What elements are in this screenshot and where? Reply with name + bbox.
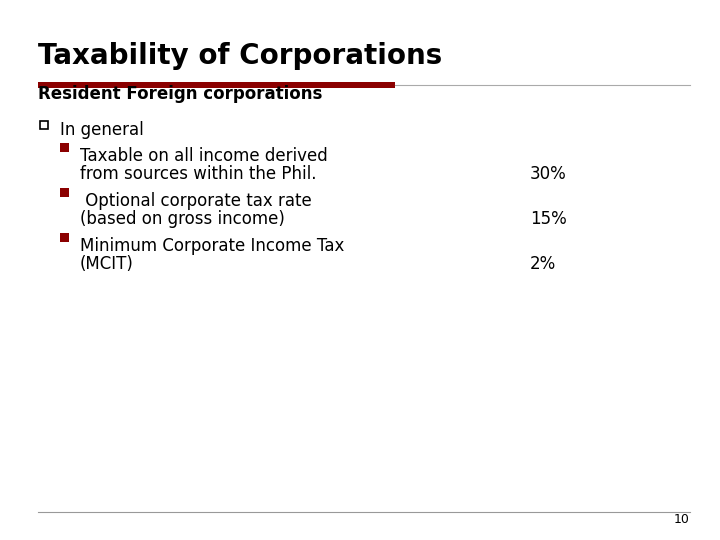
Text: Taxable on all income derived: Taxable on all income derived — [80, 147, 328, 165]
Text: Taxability of Corporations: Taxability of Corporations — [38, 42, 442, 70]
Text: 15%: 15% — [530, 210, 567, 228]
Bar — [60, 187, 69, 197]
Text: Optional corporate tax rate: Optional corporate tax rate — [80, 192, 312, 210]
Bar — [60, 233, 69, 241]
Text: 2%: 2% — [530, 255, 557, 273]
Text: 30%: 30% — [530, 165, 567, 183]
Text: 10: 10 — [674, 513, 690, 526]
Bar — [60, 143, 69, 152]
Text: Resident Foreign corporations: Resident Foreign corporations — [38, 85, 323, 103]
Text: Minimum Corporate Income Tax: Minimum Corporate Income Tax — [80, 237, 344, 255]
Text: from sources within the Phil.: from sources within the Phil. — [80, 165, 317, 183]
Text: (MCIT): (MCIT) — [80, 255, 134, 273]
Text: In general: In general — [60, 121, 144, 139]
Bar — [38, 82, 395, 88]
Text: (based on gross income): (based on gross income) — [80, 210, 285, 228]
